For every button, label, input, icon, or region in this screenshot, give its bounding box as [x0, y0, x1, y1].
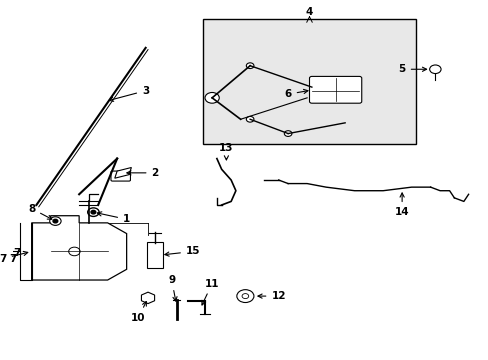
- Text: 3: 3: [109, 86, 149, 101]
- Circle shape: [236, 290, 253, 302]
- Text: 12: 12: [258, 291, 285, 301]
- FancyBboxPatch shape: [309, 76, 361, 103]
- Circle shape: [68, 247, 80, 256]
- Circle shape: [246, 63, 253, 68]
- Text: 5: 5: [398, 64, 426, 74]
- Text: 9: 9: [168, 275, 177, 301]
- Circle shape: [242, 294, 248, 298]
- Circle shape: [246, 116, 253, 122]
- FancyBboxPatch shape: [111, 171, 130, 181]
- Text: 2: 2: [126, 168, 159, 178]
- Bar: [202, 19, 415, 144]
- Circle shape: [429, 65, 440, 73]
- Text: 15: 15: [164, 247, 200, 256]
- Polygon shape: [32, 216, 126, 280]
- Text: 4: 4: [305, 7, 312, 17]
- FancyBboxPatch shape: [147, 242, 163, 268]
- Text: 6: 6: [284, 89, 307, 99]
- Text: 13: 13: [219, 143, 233, 160]
- Text: 1: 1: [97, 212, 130, 224]
- Text: 11: 11: [202, 279, 219, 305]
- Text: 7: 7: [0, 251, 28, 264]
- Text: 7: 7: [14, 248, 21, 258]
- Circle shape: [53, 219, 58, 223]
- Circle shape: [91, 210, 96, 214]
- Circle shape: [50, 217, 61, 225]
- Text: 7: 7: [9, 253, 16, 264]
- Text: 10: 10: [131, 302, 146, 323]
- Circle shape: [284, 131, 291, 136]
- Polygon shape: [115, 167, 131, 178]
- Polygon shape: [141, 292, 154, 303]
- Text: 14: 14: [394, 193, 408, 217]
- Text: 8: 8: [28, 203, 52, 219]
- Circle shape: [204, 93, 219, 103]
